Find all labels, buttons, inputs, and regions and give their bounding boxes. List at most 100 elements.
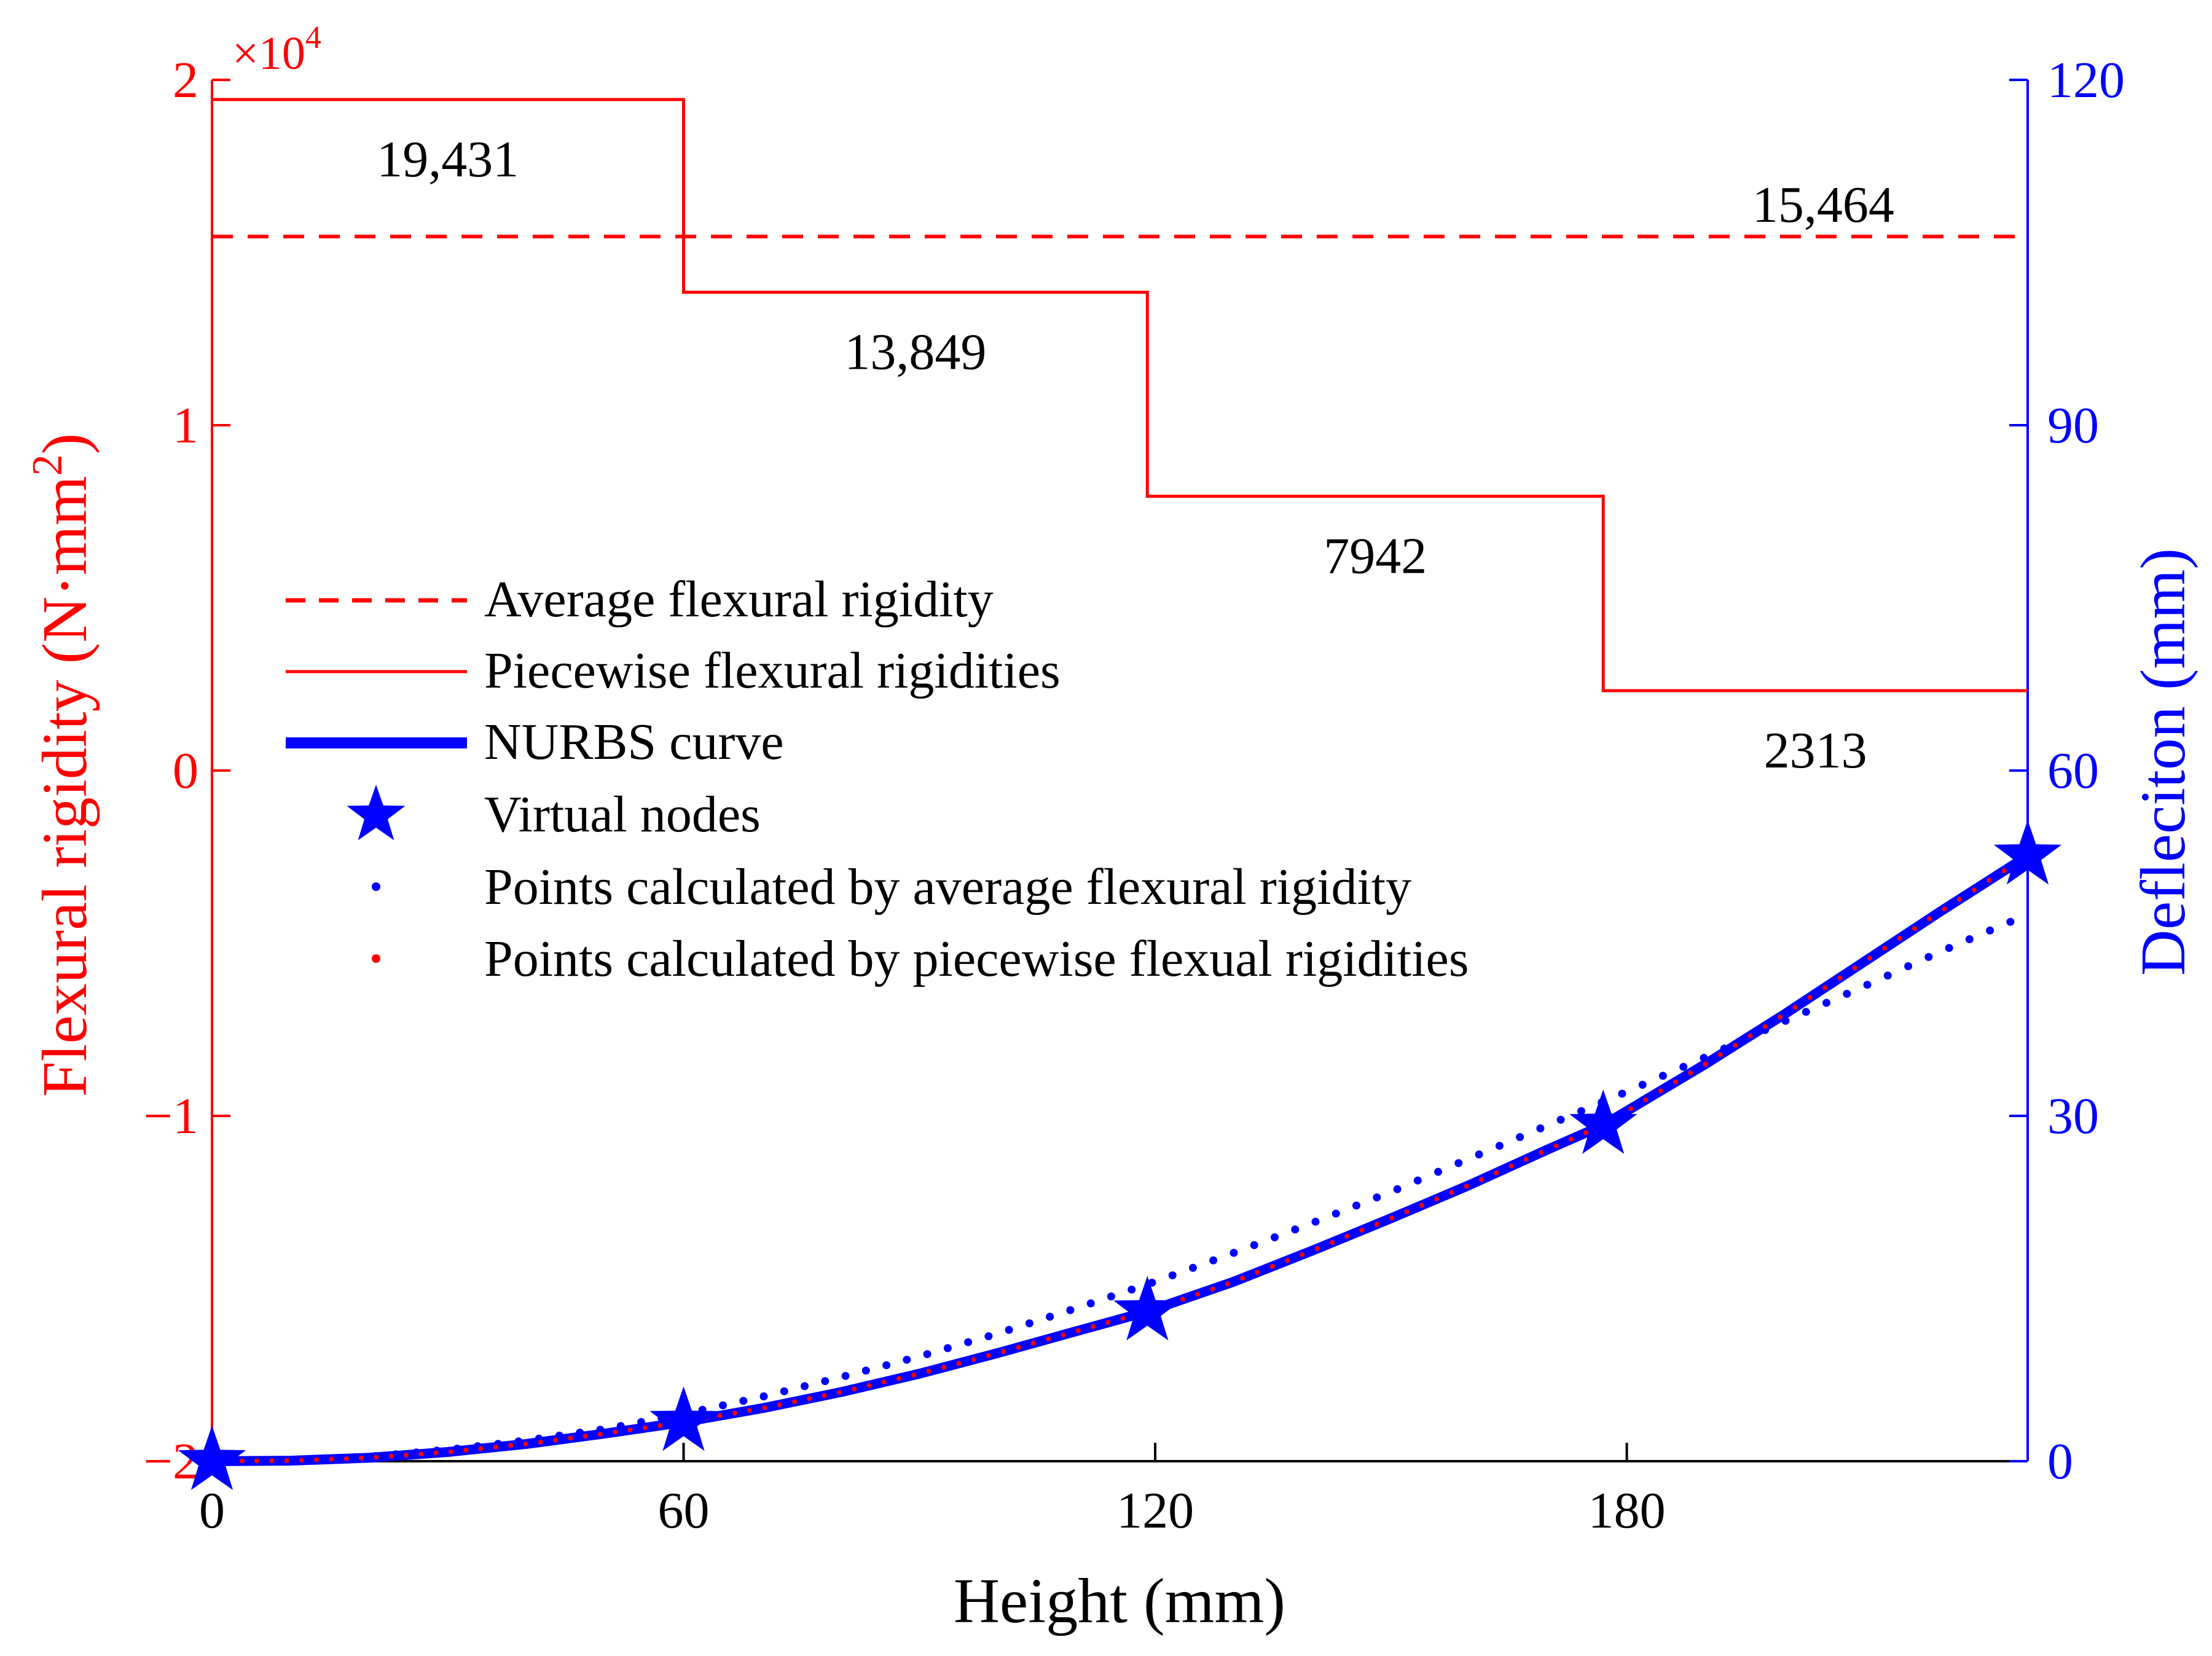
piecewise-point (777, 1402, 782, 1408)
average-point (1168, 1271, 1177, 1279)
piecewise-point (493, 1445, 498, 1450)
average-point (1209, 1256, 1218, 1265)
piecewise-point (822, 1393, 827, 1399)
piecewise-point (1643, 1097, 1649, 1102)
piecewise-point (239, 1458, 245, 1464)
piecewise-point (553, 1437, 558, 1443)
average-point (801, 1382, 809, 1391)
piecewise-point (343, 1456, 349, 1461)
average-point (1025, 1319, 1033, 1328)
average-point (1965, 935, 1974, 943)
virtual-node-star (649, 1386, 718, 1451)
piecewise-point (1269, 1264, 1275, 1269)
average-point (1638, 1080, 1647, 1089)
piecewise-point (269, 1458, 275, 1464)
piecewise-point (1539, 1150, 1544, 1155)
piecewise-point (329, 1456, 334, 1462)
piecewise-point (1001, 1349, 1006, 1354)
piecewise-point (1867, 956, 1872, 961)
average-point (821, 1377, 830, 1386)
chart-series (178, 98, 2062, 1490)
piecewise-point (1359, 1228, 1365, 1233)
piecewise-point (1120, 1316, 1126, 1321)
piecewise-point (732, 1410, 737, 1416)
left-tick-label-3: 1 (173, 397, 198, 454)
piecewise-point (1972, 887, 1977, 893)
piecewise-point (1523, 1156, 1529, 1162)
average-point (596, 1426, 605, 1434)
piecewise-point (1852, 965, 1857, 971)
piecewise-point (1568, 1137, 1574, 1142)
piecewise-point (1703, 1061, 1708, 1067)
piecewise-point (1389, 1215, 1395, 1221)
piecewise-point (582, 1434, 588, 1439)
piecewise-point (926, 1368, 931, 1374)
piecewise-point (627, 1427, 633, 1432)
average-point (1536, 1124, 1545, 1132)
piecewise-point (1673, 1079, 1678, 1085)
piecewise-point (1717, 1052, 1723, 1058)
piecewise-point (1329, 1240, 1335, 1246)
average-point (1495, 1142, 1504, 1150)
piecewise-point (956, 1360, 962, 1366)
right-tick-label-30: 30 (2047, 1088, 2099, 1145)
average-point (1843, 989, 1851, 998)
average-point (1005, 1325, 1013, 1334)
average-point (1924, 952, 1933, 961)
average-point (351, 1453, 359, 1461)
piecewise-point (1927, 916, 1932, 922)
average-point (1516, 1133, 1524, 1141)
segment-label-0: 19,431 (377, 131, 519, 188)
average-point (984, 1332, 993, 1341)
average-point (1434, 1167, 1443, 1176)
average-point (1271, 1233, 1279, 1242)
average-point (1066, 1306, 1075, 1314)
right-tick-label-0: 0 (2047, 1433, 2073, 1490)
piecewise-point (1792, 1005, 1798, 1010)
average-point (576, 1429, 584, 1437)
piecewise-point (1374, 1222, 1379, 1227)
piecewise-point (1419, 1203, 1424, 1208)
piecewise-point (359, 1455, 364, 1461)
piecewise-point (1464, 1183, 1469, 1189)
average-point (1904, 962, 1913, 970)
piecewise-point (1016, 1344, 1021, 1350)
right-tick-label-60: 60 (2047, 742, 2099, 799)
piecewise-point (1030, 1340, 1036, 1346)
average-point (616, 1422, 625, 1430)
average-point (514, 1437, 523, 1446)
average-point (1945, 944, 1953, 952)
average-point (780, 1387, 788, 1395)
left-tick-label-1: −1 (144, 1088, 198, 1145)
legend: Average flexural rigidity Piecewise flex… (286, 571, 1469, 987)
piecewise-point (881, 1379, 887, 1385)
right-tick-label-90: 90 (2047, 397, 2099, 454)
piecewise-point (1494, 1170, 1499, 1175)
piecewise-point (762, 1405, 767, 1410)
piecewise-point (941, 1365, 946, 1370)
legend-nurbs-label: NURBS curve (484, 713, 784, 771)
average-point (1250, 1241, 1258, 1249)
piecewise-point (1733, 1043, 1738, 1048)
piecewise-point (791, 1399, 797, 1405)
legend-virtual-node-star (347, 785, 406, 841)
piecewise-point (911, 1372, 917, 1378)
right-tick-label-120: 120 (2047, 52, 2125, 109)
average-point (964, 1338, 973, 1346)
piecewise-point (1956, 897, 1962, 902)
average-point (1556, 1115, 1565, 1124)
piecewise-point (284, 1458, 289, 1464)
piecewise-point (1942, 906, 1947, 912)
average-point (943, 1344, 952, 1352)
average-point (1802, 1008, 1810, 1016)
average-point (1741, 1035, 1749, 1043)
x-tick-label-180: 180 (1588, 1482, 1666, 1539)
piecewise-point (254, 1458, 259, 1464)
piecewise-point (747, 1408, 752, 1413)
legend-virtual-nodes-label: Virtual nodes (484, 786, 761, 843)
average-point (1679, 1062, 1688, 1071)
piecewise-point (478, 1446, 484, 1451)
average-point (555, 1431, 563, 1440)
piecewise-point (1344, 1234, 1350, 1239)
